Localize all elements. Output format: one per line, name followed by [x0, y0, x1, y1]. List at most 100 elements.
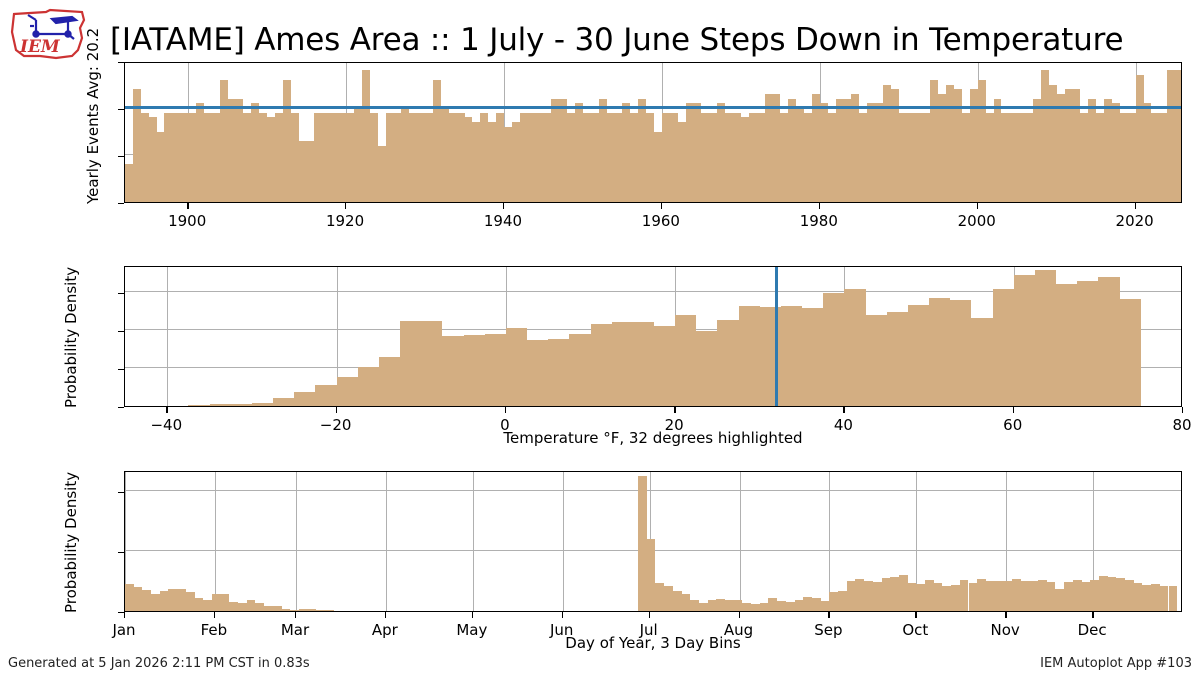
bar: [393, 112, 402, 202]
bar: [472, 122, 481, 202]
bar: [496, 112, 504, 202]
bar: [535, 112, 544, 202]
bar: [432, 79, 441, 202]
bar: [709, 112, 718, 202]
panel2-plot-area: [124, 266, 1182, 407]
bar: [764, 93, 773, 202]
bar: [255, 602, 265, 611]
bar: [925, 580, 934, 611]
bar: [655, 582, 665, 611]
bar: [933, 583, 943, 611]
bar: [638, 476, 647, 611]
bar: [819, 103, 828, 202]
bar: [440, 108, 449, 202]
bar: [307, 609, 317, 611]
bar: [488, 122, 497, 202]
bar: [788, 98, 797, 202]
bar: [865, 315, 887, 406]
bar: [298, 609, 308, 611]
bar: [1151, 112, 1160, 202]
x-tick-label: Feb: [200, 621, 228, 639]
bar: [777, 601, 786, 611]
gridline-vertical: [125, 472, 126, 611]
bar: [693, 103, 702, 202]
gridline-vertical: [916, 472, 918, 611]
bar: [606, 112, 615, 202]
bar: [551, 98, 560, 202]
bar: [1080, 112, 1089, 202]
bar: [361, 70, 370, 202]
bar: [994, 581, 1004, 611]
bar: [1055, 588, 1065, 611]
bar: [188, 405, 210, 406]
bar: [590, 112, 599, 202]
bar: [835, 98, 844, 202]
panel1-y-axis-label: Yearly Events Avg: 20.2: [84, 27, 102, 204]
gridline-vertical: [167, 267, 169, 406]
bar: [1104, 98, 1112, 202]
bar: [480, 112, 489, 202]
bar: [946, 84, 955, 202]
bar: [969, 89, 978, 202]
bar: [829, 591, 839, 611]
bar: [1125, 579, 1134, 611]
bar: [740, 117, 749, 202]
bar: [930, 79, 939, 202]
bar: [400, 321, 422, 406]
y-tick-mark: [118, 612, 124, 614]
x-tick-label: 1920: [325, 212, 365, 230]
iem-logo[interactable]: IEM: [6, 6, 94, 62]
bar: [875, 103, 883, 202]
bar: [950, 300, 972, 406]
bar: [907, 304, 930, 406]
bar: [273, 397, 295, 406]
panel3-y-axis-label: Probability Density: [62, 471, 80, 613]
panel3-plot-area: [124, 471, 1182, 612]
bar: [511, 122, 520, 202]
bar: [916, 584, 925, 611]
bar: [1119, 112, 1128, 202]
x-tick-label: −40: [150, 416, 183, 434]
bar: [314, 112, 323, 202]
bar: [751, 603, 760, 611]
x-tick-label: Mar: [280, 621, 310, 639]
x-tick-mark: [384, 612, 387, 618]
bar: [246, 599, 256, 611]
page-title: [IATAME] Ames Area :: 1 July - 30 June S…: [110, 22, 1124, 58]
bar: [701, 112, 710, 202]
bar: [843, 98, 852, 202]
gridline-vertical: [472, 472, 474, 611]
gridline-vertical: [1006, 472, 1008, 611]
x-tick-mark: [335, 407, 337, 413]
bar: [638, 98, 647, 202]
bar: [959, 580, 969, 611]
bar: [846, 581, 856, 611]
bar: [377, 145, 386, 202]
x-tick-mark: [976, 203, 979, 209]
x-tick-label: 1980: [799, 212, 838, 230]
x-tick-mark: [1092, 612, 1094, 618]
x-tick-mark: [674, 407, 676, 413]
bar: [732, 112, 741, 202]
bar: [882, 84, 891, 202]
bar: [401, 108, 410, 202]
bar: [1142, 585, 1152, 611]
bar: [456, 112, 465, 202]
footer-generated-text: Generated at 5 Jan 2026 2:11 PM CST in 0…: [8, 656, 310, 671]
iem-logo-icon: IEM: [10, 8, 86, 60]
gridline-vertical: [1093, 472, 1095, 611]
bar: [282, 79, 291, 202]
bar: [251, 402, 274, 406]
bar: [353, 108, 362, 202]
bar: [243, 112, 252, 202]
bar: [281, 608, 291, 611]
bar: [369, 112, 378, 202]
bar: [1175, 70, 1181, 202]
bar: [675, 314, 697, 406]
bar: [267, 117, 275, 202]
bar: [804, 112, 812, 202]
bar: [881, 578, 891, 611]
bar: [168, 589, 178, 611]
bar: [827, 112, 836, 202]
bar: [664, 586, 673, 611]
